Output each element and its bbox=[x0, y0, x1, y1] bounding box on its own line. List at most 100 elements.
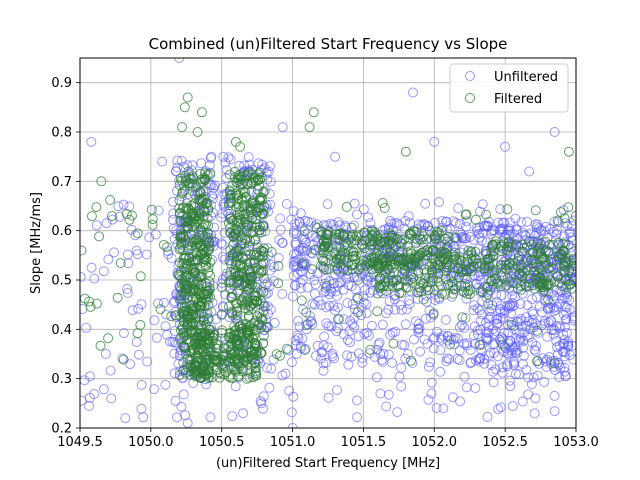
data-point bbox=[230, 381, 241, 392]
data-point bbox=[193, 285, 204, 296]
data-point bbox=[323, 321, 334, 332]
data-point bbox=[471, 214, 481, 225]
data-point bbox=[178, 357, 189, 368]
data-point bbox=[345, 315, 356, 326]
data-point bbox=[122, 283, 133, 294]
data-point bbox=[437, 216, 448, 226]
data-point bbox=[178, 245, 189, 256]
data-point bbox=[513, 283, 523, 294]
data-point bbox=[174, 58, 185, 63]
data-point bbox=[400, 319, 411, 330]
data-point bbox=[168, 208, 179, 219]
data-point bbox=[568, 313, 576, 324]
data-point bbox=[193, 279, 204, 290]
data-point bbox=[210, 350, 221, 361]
data-point bbox=[554, 372, 565, 382]
data-point bbox=[248, 249, 259, 260]
data-point bbox=[568, 315, 576, 326]
data-point bbox=[254, 308, 265, 319]
data-point bbox=[180, 221, 191, 232]
data-point bbox=[465, 345, 476, 356]
data-point bbox=[248, 334, 259, 345]
data-point bbox=[345, 337, 355, 348]
data-point bbox=[563, 202, 574, 213]
data-point bbox=[118, 199, 129, 210]
data-point bbox=[244, 166, 255, 177]
data-point bbox=[394, 219, 405, 230]
data-point bbox=[170, 310, 181, 321]
legend-marker-filtered bbox=[465, 93, 475, 103]
data-point bbox=[394, 371, 405, 382]
data-point bbox=[192, 127, 203, 137]
data-point bbox=[347, 319, 358, 330]
data-point bbox=[348, 220, 359, 231]
data-point bbox=[182, 418, 193, 428]
data-point bbox=[442, 236, 453, 247]
data-point bbox=[428, 308, 439, 319]
data-point bbox=[535, 247, 546, 258]
data-point bbox=[85, 301, 96, 312]
data-point bbox=[519, 267, 530, 278]
data-point bbox=[501, 343, 511, 354]
data-point bbox=[544, 352, 555, 362]
data-point bbox=[328, 300, 339, 311]
data-point bbox=[358, 204, 369, 215]
data-point bbox=[205, 412, 216, 423]
data-point bbox=[250, 203, 261, 214]
data-point bbox=[208, 188, 219, 199]
data-point bbox=[505, 217, 516, 228]
data-point bbox=[423, 394, 434, 405]
data-point bbox=[192, 299, 203, 309]
data-point bbox=[556, 281, 567, 291]
data-point bbox=[548, 329, 559, 340]
data-point bbox=[297, 266, 308, 277]
data-point bbox=[333, 314, 343, 325]
data-point bbox=[300, 343, 311, 354]
data-point bbox=[135, 319, 146, 330]
data-point bbox=[174, 370, 185, 381]
data-point bbox=[545, 315, 556, 326]
data-point bbox=[369, 351, 380, 362]
data-point bbox=[490, 239, 501, 250]
data-point bbox=[481, 209, 491, 220]
data-point bbox=[176, 325, 186, 336]
data-point bbox=[235, 240, 246, 251]
data-point bbox=[297, 258, 308, 269]
data-point bbox=[362, 327, 372, 338]
data-point bbox=[524, 236, 535, 247]
data-point bbox=[380, 266, 391, 277]
data-point bbox=[228, 249, 238, 260]
data-point bbox=[123, 258, 134, 269]
data-point bbox=[245, 236, 256, 247]
data-point bbox=[518, 350, 529, 361]
data-point bbox=[501, 280, 512, 291]
data-point bbox=[456, 319, 467, 330]
data-point bbox=[522, 300, 533, 311]
data-point bbox=[245, 347, 256, 358]
data-point bbox=[507, 290, 518, 301]
data-point bbox=[251, 222, 262, 233]
data-point bbox=[277, 370, 288, 381]
data-point bbox=[496, 270, 507, 281]
data-point bbox=[356, 310, 367, 321]
data-point bbox=[454, 345, 465, 356]
data-point bbox=[217, 208, 228, 219]
x-axis-ticks: 1049.5 1050.0 1050.5 1051.0 1051.5 1052.0 1052… bbox=[57, 428, 599, 450]
data-point bbox=[218, 302, 229, 313]
data-point bbox=[250, 362, 261, 373]
data-point bbox=[488, 246, 499, 257]
data-point bbox=[508, 239, 519, 250]
data-point bbox=[250, 214, 261, 225]
data-point bbox=[338, 247, 349, 258]
data-point bbox=[196, 225, 207, 236]
data-point bbox=[241, 258, 252, 269]
data-point bbox=[318, 247, 329, 258]
data-point bbox=[136, 379, 147, 390]
data-point bbox=[288, 206, 299, 217]
data-point bbox=[124, 201, 135, 212]
data-point bbox=[256, 227, 267, 238]
data-point bbox=[107, 211, 117, 222]
data-point bbox=[453, 203, 464, 214]
data-point bbox=[408, 273, 419, 283]
data-point bbox=[399, 340, 410, 351]
